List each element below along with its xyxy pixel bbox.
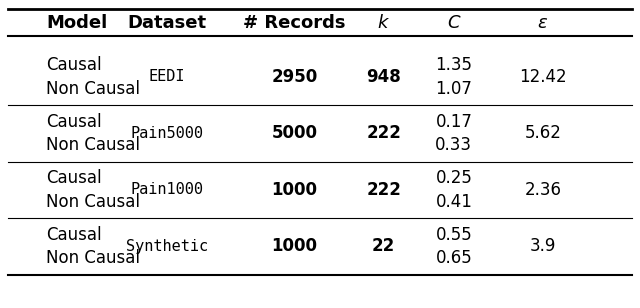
Text: Pain5000: Pain5000: [131, 126, 204, 141]
Text: 2950: 2950: [271, 68, 317, 86]
Text: # Records: # Records: [243, 14, 346, 32]
Text: 5.62: 5.62: [525, 124, 561, 142]
Text: 0.25
0.41: 0.25 0.41: [435, 169, 472, 211]
Text: 5000: 5000: [271, 124, 317, 142]
Text: $\varepsilon$: $\varepsilon$: [538, 14, 548, 32]
Text: 222: 222: [366, 124, 401, 142]
Text: Synthetic: Synthetic: [126, 239, 208, 254]
Text: $C$: $C$: [447, 14, 461, 32]
Text: Causal
Non Causal: Causal Non Causal: [46, 113, 140, 154]
Text: Dataset: Dataset: [127, 14, 207, 32]
Text: 0.17
0.33: 0.17 0.33: [435, 113, 472, 154]
Text: Model: Model: [46, 14, 108, 32]
Text: 1000: 1000: [271, 237, 317, 255]
Text: Causal
Non Causal: Causal Non Causal: [46, 225, 140, 267]
Text: $k$: $k$: [377, 14, 390, 32]
Text: 2.36: 2.36: [525, 181, 561, 199]
Text: Causal
Non Causal: Causal Non Causal: [46, 56, 140, 98]
Text: 0.55
0.65: 0.55 0.65: [435, 225, 472, 267]
Text: 948: 948: [366, 68, 401, 86]
Text: 1.35
1.07: 1.35 1.07: [435, 56, 472, 98]
Text: Pain1000: Pain1000: [131, 182, 204, 197]
Text: 222: 222: [366, 181, 401, 199]
Text: 3.9: 3.9: [530, 237, 556, 255]
Text: 22: 22: [372, 237, 396, 255]
Text: 12.42: 12.42: [519, 68, 567, 86]
Text: 1000: 1000: [271, 181, 317, 199]
Text: EEDI: EEDI: [149, 69, 186, 84]
Text: Causal
Non Causal: Causal Non Causal: [46, 169, 140, 211]
